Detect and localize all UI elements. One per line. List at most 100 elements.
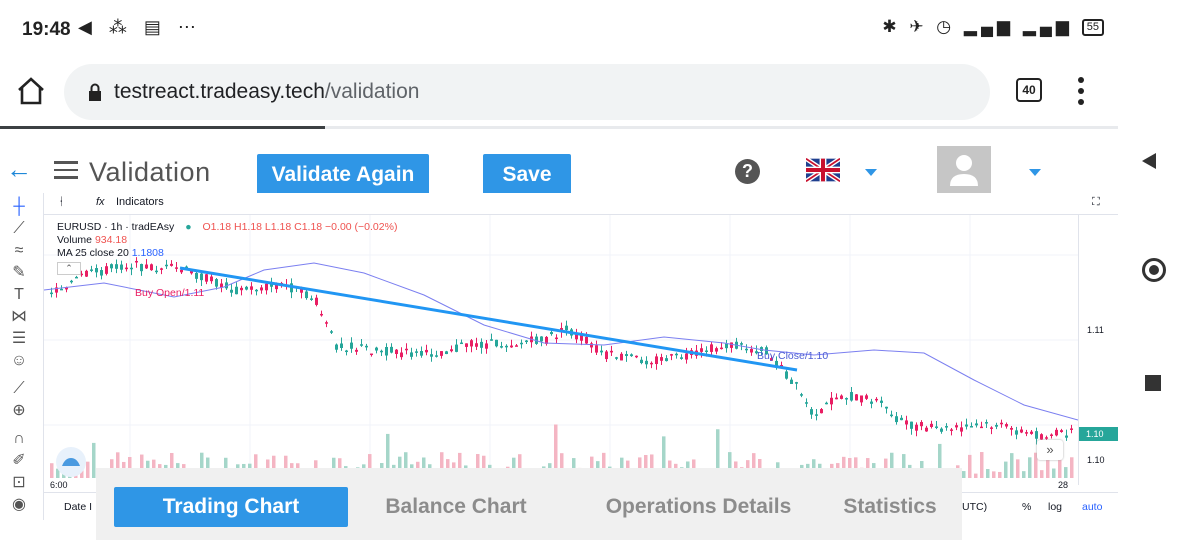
candle — [1005, 424, 1008, 427]
emoji-icon[interactable]: ☺ — [10, 352, 28, 369]
tab-operations-details[interactable]: Operations Details — [605, 495, 792, 518]
browser-toolbar: testreact.tradeasy.tech/validation 40 — [0, 58, 1118, 124]
status-bar: 19:48 ◀ ⁂ ▤ ⋯ ✱ ✈ ◷ ▂▄▆ ▂▄▆ 55 — [0, 0, 1118, 58]
date-range-button[interactable]: Date I — [64, 501, 93, 513]
ruler-icon[interactable]: ⟋ — [13, 380, 25, 397]
volume-bar — [848, 457, 852, 478]
uk-flag-icon[interactable] — [806, 158, 840, 182]
candle — [590, 343, 593, 348]
more-options-icon[interactable] — [1073, 74, 1089, 108]
price-axis[interactable]: 1.11 1.10 1.10 — [1078, 215, 1119, 485]
trend-line-icon[interactable]: ⟋ — [13, 220, 25, 237]
nav-back-icon[interactable] — [1140, 152, 1158, 170]
log-toggle[interactable]: log — [1048, 501, 1063, 513]
volume-bar — [422, 457, 426, 478]
candle — [80, 273, 83, 276]
candle — [865, 395, 868, 399]
status-dot-icon: ● — [185, 221, 192, 233]
candle — [345, 350, 348, 353]
candle — [140, 263, 143, 272]
candle — [815, 414, 818, 416]
avatar[interactable] — [937, 146, 991, 194]
candle — [890, 414, 893, 417]
candle — [950, 429, 953, 431]
volume-bar — [272, 455, 276, 478]
last-price-tag: 1.10 — [1079, 427, 1119, 441]
drawing-toolbar: ┼ ⟋ ≈ ✎ T ⋈ ☰ ☺ ⟋ ⊕ ∩ ✐ ⊡ ◉ — [0, 193, 44, 520]
crosshair-icon[interactable]: ┼ — [13, 198, 25, 215]
candle — [100, 270, 103, 276]
candle — [545, 336, 548, 344]
time-axis-label: 28 — [1058, 480, 1069, 490]
hamburger-menu-icon[interactable] — [54, 161, 78, 179]
volume-bar — [986, 469, 990, 478]
validate-again-button[interactable]: Validate Again — [257, 154, 429, 196]
auto-toggle[interactable]: auto — [1082, 501, 1103, 513]
indicators-button[interactable]: Indicators — [116, 196, 164, 208]
nav-recent-icon[interactable] — [1145, 375, 1161, 391]
candle-type-icon[interactable]: ᛂ — [58, 196, 65, 208]
language-dropdown-icon[interactable] — [865, 169, 877, 176]
candle — [760, 347, 763, 351]
prediction-icon[interactable]: ☰ — [11, 330, 27, 347]
candle — [245, 286, 248, 290]
volume-bar — [1028, 457, 1032, 478]
tab-trading-chart[interactable]: Trading Chart — [114, 487, 348, 527]
candle — [235, 286, 238, 295]
candle — [450, 349, 453, 352]
tradingview-logo-icon — [56, 447, 86, 477]
brush-icon[interactable]: ✎ — [12, 264, 26, 281]
tab-balance-chart[interactable]: Balance Chart — [385, 495, 527, 518]
symbol-label[interactable]: EURUSD · 1h · tradEAsy — [57, 221, 175, 233]
candle — [355, 349, 358, 352]
back-arrow-icon[interactable]: ← — [6, 154, 32, 184]
home-icon[interactable] — [16, 76, 46, 106]
percent-toggle[interactable]: % — [1022, 501, 1032, 513]
zoom-icon[interactable]: ⊕ — [12, 402, 26, 419]
eye-icon[interactable]: ◉ — [12, 496, 26, 513]
user-dropdown-icon[interactable] — [1029, 169, 1041, 176]
lock-icon[interactable]: ⊡ — [12, 474, 26, 491]
collapse-legend-button[interactable]: ⌃ — [57, 262, 81, 275]
address-bar[interactable]: testreact.tradeasy.tech/validation — [64, 64, 990, 120]
system-icons: ✱ ✈ ◷ ▂▄▆ ▂▄▆ 55 — [882, 17, 1104, 37]
volume-bar — [1046, 456, 1050, 478]
candle — [255, 289, 258, 292]
pattern-icon[interactable]: ⋈ — [11, 308, 27, 325]
lock-drawings-icon[interactable]: ✐ — [12, 452, 26, 469]
candle — [475, 343, 478, 347]
price-tick: 1.11 — [1087, 325, 1104, 335]
candle — [335, 344, 338, 350]
candle — [265, 283, 268, 291]
save-button[interactable]: Save — [483, 154, 571, 196]
candle — [945, 426, 948, 428]
candle — [420, 350, 423, 356]
candle — [845, 398, 848, 400]
scroll-to-realtime-button[interactable]: » — [1037, 440, 1063, 460]
candle — [495, 339, 498, 347]
candle — [440, 351, 443, 356]
fullscreen-icon[interactable]: ⛶ — [1092, 196, 1100, 208]
candle — [575, 333, 578, 340]
candle — [370, 353, 373, 356]
timezone-button[interactable]: UTC) — [962, 501, 988, 513]
help-icon[interactable]: ? — [735, 159, 760, 184]
time-axis-label: 6:00 — [50, 480, 68, 490]
fib-icon[interactable]: ≈ — [14, 242, 24, 259]
tab-switcher-button[interactable]: 40 — [1016, 78, 1042, 102]
candle — [155, 270, 158, 273]
ma-value: 1.1808 — [131, 247, 164, 259]
candle — [90, 269, 93, 271]
volume-bar — [92, 442, 96, 478]
tab-statistics[interactable]: Statistics — [843, 495, 937, 518]
candle — [130, 267, 133, 270]
text-icon[interactable]: T — [14, 286, 24, 303]
candle — [725, 343, 728, 349]
candle — [135, 260, 138, 263]
nav-home-icon[interactable] — [1142, 258, 1166, 282]
magnet-icon[interactable]: ∩ — [13, 430, 25, 447]
candle — [360, 344, 363, 346]
candle — [705, 350, 708, 352]
volume-bar — [518, 454, 522, 478]
candle — [935, 426, 938, 428]
